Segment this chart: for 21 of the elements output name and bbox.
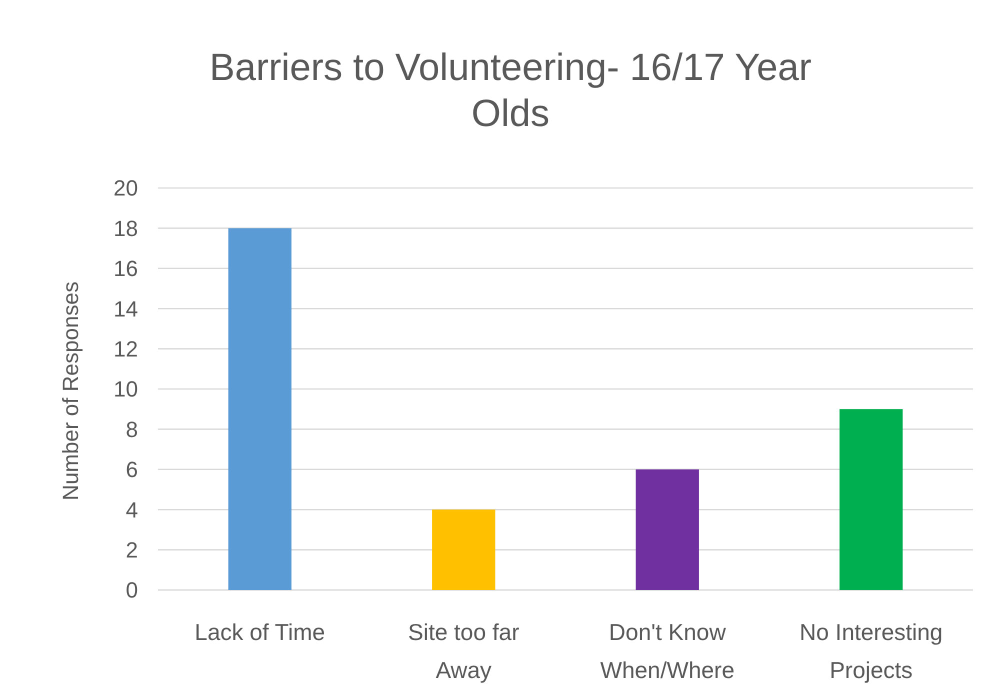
y-tick-label: 10 bbox=[114, 376, 138, 402]
y-tick-label: 18 bbox=[114, 216, 138, 241]
bar bbox=[636, 469, 699, 590]
bar bbox=[432, 510, 496, 590]
y-tick-label: 0 bbox=[126, 578, 138, 603]
y-tick-label: 12 bbox=[114, 336, 138, 362]
y-tick-label: 4 bbox=[126, 497, 138, 522]
x-tick-label: Lack of Time bbox=[194, 619, 326, 645]
x-tick-label: Site too far Away bbox=[408, 619, 520, 683]
bar bbox=[840, 409, 903, 590]
y-tick-label: 20 bbox=[114, 176, 138, 201]
y-tick-label: 16 bbox=[114, 256, 138, 282]
y-axis-title: Number of Responses bbox=[58, 282, 83, 500]
x-tick-label: Don't Know When/Where bbox=[600, 619, 734, 683]
y-tick-label: 8 bbox=[126, 416, 138, 442]
y-tick-label: 2 bbox=[126, 538, 138, 562]
bar bbox=[228, 228, 292, 590]
x-tick-label: No Interesting Projects bbox=[800, 619, 943, 683]
y-tick-label: 6 bbox=[126, 457, 138, 482]
y-tick-label: 14 bbox=[114, 296, 138, 322]
chart-title: Barriers to Volunteering- 16/17 Year Olds bbox=[209, 47, 812, 135]
